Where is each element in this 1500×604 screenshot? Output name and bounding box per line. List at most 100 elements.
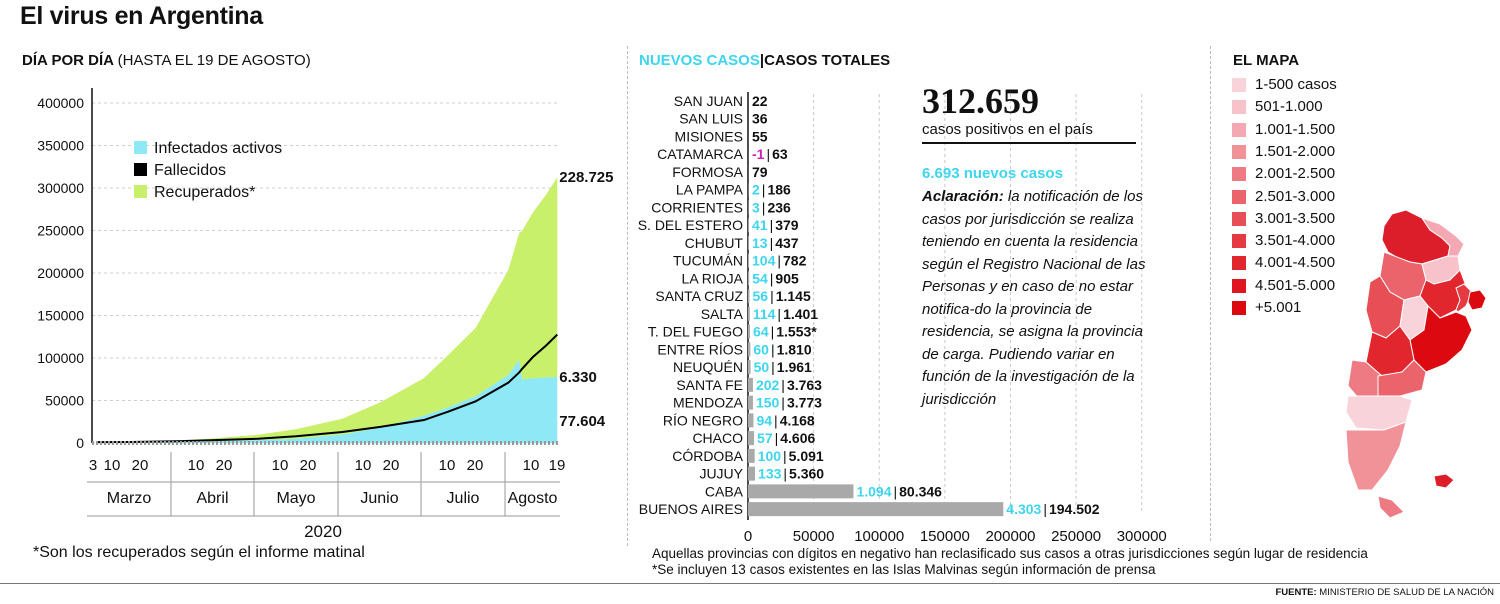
- x-tick-label: 20: [216, 457, 233, 474]
- total-bar: [748, 448, 755, 463]
- footnote-malvinas: *Se incluyen 13 casos existentes en las …: [652, 562, 1156, 577]
- x-tick-label: 19: [549, 457, 566, 474]
- provinces-bar-chart: SAN JUAN 22 SAN LUIS 36 MISIONES 55 CATAMARCA -…: [638, 92, 1167, 545]
- map-legend-label: 2.001-2.500: [1255, 165, 1336, 183]
- map-legend-label: 4.501-5.000: [1255, 276, 1336, 294]
- total-cases-label: 63: [772, 146, 788, 162]
- province-label: TUCUMÁN: [673, 253, 743, 269]
- x-tick-label: 10: [188, 457, 205, 474]
- province-label: CÓRDOBA: [672, 448, 743, 464]
- heading-separator: |: [759, 52, 765, 69]
- map-legend-swatch: [1232, 167, 1246, 182]
- total-cases-label: 4.168: [780, 412, 815, 428]
- province-label: CORRIENTES: [651, 199, 743, 215]
- total-bar: [748, 466, 756, 481]
- province-label: T. DEL FUEGO: [648, 324, 743, 340]
- total-cases-label: 1.145: [776, 288, 811, 304]
- new-cases-label: 114: [753, 306, 776, 322]
- value-separator: |: [783, 448, 787, 464]
- value-separator: |: [777, 306, 781, 322]
- legend-entry: Recuperados*: [154, 184, 255, 201]
- total-cases-label: 5.091: [789, 448, 824, 464]
- line-fallecidos: [97, 333, 558, 444]
- divider-right: [1210, 46, 1211, 541]
- total-bar: [748, 342, 751, 357]
- province-label: CATAMARCA: [657, 146, 743, 162]
- new-cases-label: 1.094: [856, 483, 891, 499]
- total-bar: [748, 306, 750, 321]
- total-cases-label: 194.502: [1049, 501, 1100, 517]
- total-bar: [748, 360, 751, 375]
- y-tick-label: 350000: [37, 138, 84, 154]
- x-tick-label: 150000: [920, 528, 970, 545]
- total-cases-label: 782: [783, 253, 807, 269]
- total-cases-label: 379: [775, 217, 799, 233]
- area-chart-legend: Infectados activos Fallecidos Recuperados*: [134, 140, 282, 201]
- x-tick-label: 20: [383, 457, 400, 474]
- province-label: CHACO: [692, 430, 743, 446]
- new-cases-label: 56: [753, 288, 769, 304]
- new-cases-label: 60: [753, 341, 769, 357]
- map-legend-label: 4.001-4.500: [1255, 254, 1336, 272]
- end-label-activos: 77.604: [559, 413, 606, 430]
- x-tick-label: 10: [523, 457, 540, 474]
- total-bar: [748, 324, 751, 339]
- new-cases-total: 6.693 nuevos casos: [922, 165, 1063, 182]
- argentina-map: [1345, 209, 1487, 519]
- provinces-chart-heading: NUEVOS CASOS|CASOS TOTALES: [639, 52, 890, 69]
- divider-left: [627, 46, 628, 546]
- province-label: SANTA FE: [676, 377, 743, 393]
- total-cases-label: 1.553*: [776, 324, 817, 340]
- total-cases-label: 3.773: [787, 395, 822, 411]
- total-bar: [748, 484, 854, 499]
- province-label: CABA: [705, 483, 744, 499]
- map-legend-swatch: [1232, 100, 1246, 115]
- map-legend-swatch: [1232, 122, 1246, 137]
- total-cases-label: 5.360: [789, 466, 824, 482]
- new-cases-label: 104: [752, 253, 776, 269]
- y-tick-label: 150000: [37, 308, 84, 324]
- map-legend-label: +5.001: [1255, 299, 1302, 316]
- area-infectados-activos: [97, 359, 558, 443]
- x-tick-label: 10: [355, 457, 372, 474]
- x-tick-label: 20: [467, 457, 484, 474]
- x-tick-label: 100000: [854, 528, 904, 545]
- province-label: NEUQUÉN: [673, 359, 743, 375]
- legend-swatch: [134, 185, 147, 198]
- map-santa-cruz-region: [1345, 421, 1407, 491]
- new-cases-label: 13: [752, 235, 768, 251]
- month-label: Agosto: [508, 490, 558, 507]
- bar-chart-grid: [747, 92, 1143, 520]
- map-heading: EL MAPA: [1233, 52, 1300, 69]
- value-separator: |: [770, 235, 774, 251]
- footnote-negative: Aquellas provincias con dígitos en negat…: [652, 546, 1368, 561]
- new-cases-label: 94: [756, 412, 772, 428]
- y-tick-label: 400000: [37, 95, 84, 111]
- legend-swatch: [134, 163, 147, 176]
- new-cases-label: 4.303: [1006, 501, 1041, 517]
- value-separator: |: [783, 466, 787, 482]
- new-cases-label: 64: [753, 324, 769, 340]
- map-buenos-aires-region: [1409, 304, 1473, 373]
- new-cases-label: 41: [752, 217, 768, 233]
- total-cases-label: 22: [752, 93, 768, 109]
- map-legend-swatch: [1232, 144, 1246, 159]
- total-bar: [748, 502, 1004, 517]
- y-tick-label: 0: [76, 435, 84, 451]
- end-label-fallecidos: 6.330: [559, 369, 597, 386]
- new-cases-label: 133: [758, 466, 782, 482]
- value-separator: |: [766, 146, 770, 162]
- month-label: Marzo: [107, 490, 152, 507]
- daily-chart-subtitle: (HASTA EL 19 DE AGOSTO): [117, 52, 311, 69]
- new-cases-label: -1: [752, 146, 765, 162]
- value-separator: |: [771, 359, 775, 375]
- new-cases-heading: NUEVOS CASOS: [639, 52, 760, 69]
- total-cases-label: 80.346: [899, 483, 942, 499]
- province-label: FORMOSA: [672, 164, 743, 180]
- map-caba-region: [1467, 289, 1487, 311]
- y-tick-label: 50000: [45, 393, 84, 409]
- value-separator: |: [771, 324, 775, 340]
- total-cases-label: 1.401: [783, 306, 818, 322]
- total-cases-number: 312.659: [922, 81, 1039, 121]
- value-separator: |: [762, 182, 766, 198]
